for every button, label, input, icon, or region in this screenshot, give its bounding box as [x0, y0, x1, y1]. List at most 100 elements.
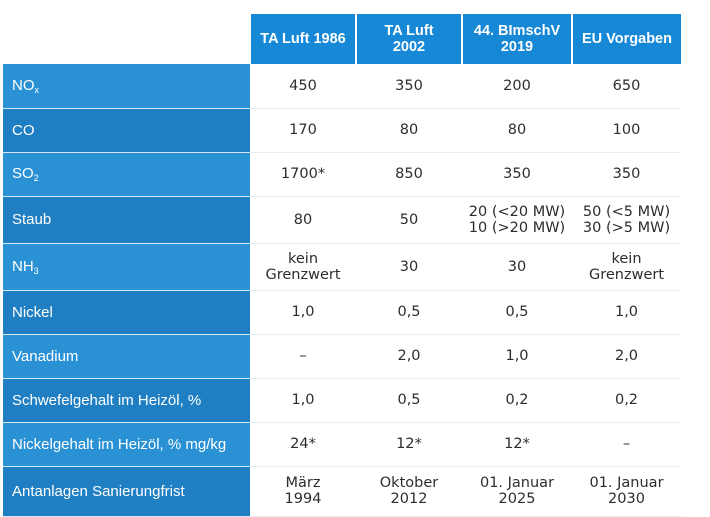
table-cell: Oktober 2012 [356, 466, 462, 517]
table-row-nh3: NH3 kein Grenzwert 30 30 kein Grenzwert [3, 243, 681, 291]
row-label-staub: Staub [3, 196, 250, 244]
row-label-text: NH [12, 257, 34, 275]
cell-line: 170 [289, 122, 317, 138]
cell-line: 0,5 [397, 392, 421, 408]
row-label-text: CO [12, 121, 35, 139]
table-cell: 24* [250, 422, 356, 467]
row-label-nickel: Nickel [3, 290, 250, 335]
cell-line: 100 [612, 122, 641, 138]
header-line: 2002 [392, 39, 426, 55]
table-row-schwefelgehalt: Schwefelgehalt im Heizöl, % 1,0 0,5 0,2 … [3, 378, 681, 423]
row-label-so2: SO2 [3, 152, 250, 197]
header-line: 2019 [500, 39, 534, 55]
table-cell: 1,0 [462, 334, 572, 379]
table-cell: 30 [462, 243, 572, 291]
table-cell: 0,5 [462, 290, 572, 335]
table-row-so2: SO2 1700* 850 350 350 [3, 152, 681, 197]
cell-line: 2030 [608, 491, 645, 507]
cell-line: 30 [399, 258, 419, 275]
table-row-nickelgehalt: Nickelgehalt im Heizöl, % mg/kg 24* 12* … [3, 422, 681, 467]
row-label-text: Staub [12, 211, 52, 228]
row-label-subscript: 2 [33, 173, 39, 183]
header-corner [3, 14, 250, 64]
row-label-text: Antanlagen Sanierungfrist [12, 482, 185, 500]
cell-line: 10 (>20 MW) [468, 219, 566, 236]
cell-line: 80 [507, 122, 527, 138]
cell-line: 2025 [498, 491, 536, 507]
cell-line: 1994 [284, 491, 322, 507]
table-cell: 1,0 [250, 290, 356, 335]
cell-line: 350 [503, 166, 531, 182]
row-label-text: Vanadium [12, 347, 79, 365]
cell-line: 1700* [280, 166, 326, 182]
header-44-bimschv-2019: 44. BImschV 2019 [461, 14, 572, 64]
cell-line: 0,2 [614, 392, 639, 408]
cell-line: 1,0 [614, 304, 639, 320]
table-cell: 0,2 [462, 378, 572, 423]
table-cell: 100 [572, 108, 681, 153]
cell-line: 2012 [390, 491, 428, 507]
cell-line: 850 [395, 166, 423, 182]
table-row-sanierungfrist: Antanlagen Sanierungfrist März 1994 Oktob… [3, 466, 681, 517]
table-cell: 0,2 [572, 378, 681, 423]
cell-line: 24* [290, 436, 316, 452]
table-cell: 80 [462, 108, 572, 153]
row-label-text: NO [12, 76, 35, 94]
cell-line: 12* [504, 436, 530, 452]
cell-line: 80 [293, 211, 313, 228]
cell-line: 50 [399, 211, 419, 228]
cell-line: – [299, 348, 307, 364]
cell-line: 2,0 [614, 348, 639, 364]
table-row-nox: NOx 450 350 200 650 [3, 64, 681, 109]
row-label-text: Nickel [12, 303, 53, 321]
header-line: 44. BImschV [473, 23, 561, 39]
cell-line: 01. Januar [589, 475, 664, 491]
row-label-subscript: 3 [33, 265, 39, 276]
table-cell: 12* [356, 422, 462, 467]
table-cell: 80 [250, 196, 356, 244]
row-label-co: CO [3, 108, 250, 153]
row-label-sanierungfrist: Antanlagen Sanierungfrist [3, 466, 250, 517]
table-cell: 01. Januar 2030 [572, 466, 681, 517]
header-line: TA Luft 1986 [260, 31, 346, 47]
table-cell: 01. Januar 2025 [462, 466, 572, 517]
header-ta-luft-2002: TA Luft 2002 [355, 14, 462, 64]
table-cell: 350 [462, 152, 572, 197]
table-cell: März 1994 [250, 466, 356, 517]
table-cell: 0,5 [356, 378, 462, 423]
cell-line: 1,0 [291, 392, 315, 408]
row-label-nickelgehalt: Nickelgehalt im Heizöl, % mg/kg [3, 422, 250, 467]
row-label-schwefelgehalt: Schwefelgehalt im Heizöl, % [3, 378, 250, 423]
cell-line: März [285, 475, 321, 491]
cell-line: 01. Januar [479, 475, 555, 491]
table-cell: 12* [462, 422, 572, 467]
table-row-co: CO 170 80 80 100 [3, 108, 681, 153]
cell-line: kein [287, 250, 319, 267]
table-cell: – [250, 334, 356, 379]
header-row: TA Luft 1986 TA Luft 2002 44. BImschV 20… [3, 14, 681, 64]
cell-line: 30 (>5 MW) [582, 219, 671, 236]
table-row-nickel: Nickel 1,0 0,5 0,5 1,0 [3, 290, 681, 335]
table-cell: 450 [250, 64, 356, 109]
cell-line: 1,0 [505, 348, 529, 364]
table-cell: 80 [356, 108, 462, 153]
table-cell: 20 (<20 MW) 10 (>20 MW) [462, 196, 572, 244]
table-cell: kein Grenzwert [572, 243, 681, 291]
emission-limits-table: TA Luft 1986 TA Luft 2002 44. BImschV 20… [3, 14, 681, 517]
cell-line: 350 [612, 166, 641, 182]
table-cell: 650 [572, 64, 681, 109]
cell-line: 12* [396, 436, 422, 452]
table-cell: 170 [250, 108, 356, 153]
row-label-vanadium: Vanadium [3, 334, 250, 379]
table-cell: 50 [356, 196, 462, 244]
table-cell: 2,0 [572, 334, 681, 379]
table-cell: – [572, 422, 681, 467]
row-label-text: SO [12, 165, 34, 182]
cell-line: 0,5 [397, 304, 421, 320]
table-cell: kein Grenzwert [250, 243, 356, 291]
table-cell: 1700* [250, 152, 356, 197]
row-label-nox: NOx [3, 64, 250, 109]
cell-line: 350 [395, 77, 423, 94]
cell-line: 650 [612, 77, 641, 94]
